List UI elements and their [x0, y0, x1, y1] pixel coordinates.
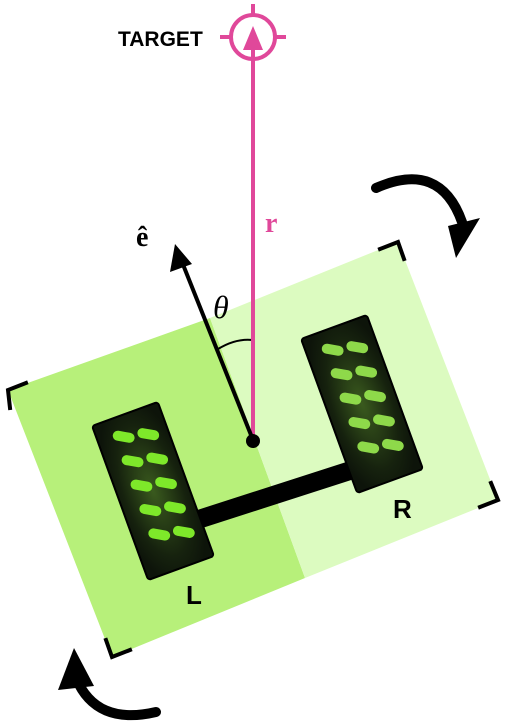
- vector-r-label: r: [265, 208, 277, 239]
- right-wheel: [300, 314, 424, 494]
- target-label: TARGET: [118, 28, 203, 51]
- clockwise-arrow-icon: [371, 174, 480, 258]
- vector-r-arrowhead: [243, 26, 263, 50]
- heading-vector: [180, 261, 255, 441]
- clockwise-arrow-icon: [58, 648, 161, 721]
- heading-vector-arrowhead: [170, 244, 192, 272]
- heading-vector-label: ê: [136, 222, 148, 253]
- right-wheel-label: R: [393, 494, 412, 524]
- crosshair-icon: [220, 4, 286, 70]
- left-wheel-tread: [112, 428, 195, 541]
- pivot-point: [246, 434, 260, 448]
- angle-arc: [217, 338, 254, 350]
- body-corner-brackets: [5, 239, 501, 660]
- left-wheel-label: L: [186, 580, 202, 610]
- right-wheel-tread: [321, 341, 404, 454]
- angle-label: θ: [213, 289, 229, 325]
- wheel-axle: [188, 455, 373, 531]
- left-wheel: [91, 401, 215, 581]
